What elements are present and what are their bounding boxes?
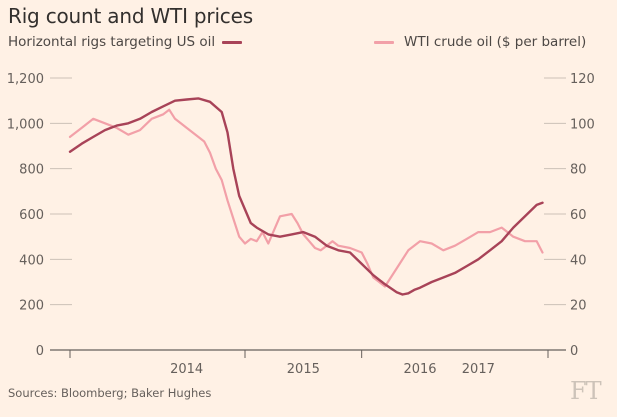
left-tick-label: 400 bbox=[19, 253, 44, 268]
right-tick-label: 40 bbox=[570, 253, 587, 268]
right-tick-label: 100 bbox=[570, 117, 595, 132]
right-tick-label: 60 bbox=[570, 208, 587, 223]
series-rigs-line bbox=[68, 97, 544, 296]
right-tick-label: 120 bbox=[570, 72, 595, 87]
legend-rigs-swatch bbox=[222, 40, 243, 44]
legend-wti: WTI crude oil ($ per barrel) bbox=[374, 34, 586, 50]
x-tick-label: 2015 bbox=[287, 362, 320, 377]
left-tick-label: 1,000 bbox=[7, 117, 44, 132]
legend-wti-swatch bbox=[374, 40, 394, 44]
ft-logo: FT bbox=[570, 377, 602, 405]
x-tick-label: 2014 bbox=[170, 362, 203, 377]
legend-rigs-label: Horizontal rigs targeting US oil bbox=[8, 34, 216, 50]
x-tick-label: 2016 bbox=[403, 362, 436, 377]
right-tick-label: 80 bbox=[570, 163, 587, 178]
chart-title: Rig count and WTI prices bbox=[8, 4, 253, 28]
left-tick-label: 1,200 bbox=[7, 72, 44, 87]
source-note: Sources: Bloomberg; Baker Hughes bbox=[8, 386, 212, 400]
left-tick-label: 0 bbox=[36, 344, 44, 359]
left-tick-label: 600 bbox=[19, 208, 44, 223]
legend-rigs: Horizontal rigs targeting US oil bbox=[8, 34, 243, 50]
right-tick-label: 0 bbox=[570, 344, 578, 359]
series-wti-line bbox=[68, 108, 544, 288]
x-tick-label: 2017 bbox=[462, 362, 495, 377]
left-tick-label: 200 bbox=[19, 299, 44, 314]
right-tick-label: 20 bbox=[570, 299, 587, 314]
legend-wti-label: WTI crude oil ($ per barrel) bbox=[404, 34, 587, 50]
left-tick-label: 800 bbox=[19, 163, 44, 178]
